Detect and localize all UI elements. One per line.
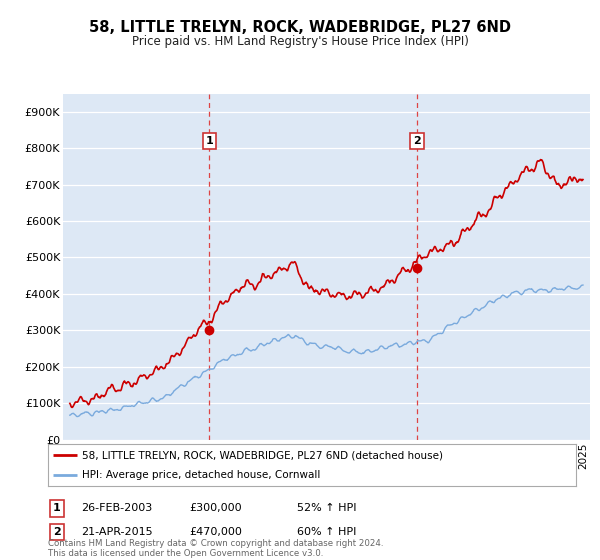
Text: HPI: Average price, detached house, Cornwall: HPI: Average price, detached house, Corn… (82, 470, 320, 480)
Text: £300,000: £300,000 (189, 503, 242, 514)
Text: 1: 1 (53, 503, 61, 514)
Text: 21-APR-2015: 21-APR-2015 (81, 527, 152, 537)
Text: £470,000: £470,000 (189, 527, 242, 537)
Text: 58, LITTLE TRELYN, ROCK, WADEBRIDGE, PL27 6ND (detached house): 58, LITTLE TRELYN, ROCK, WADEBRIDGE, PL2… (82, 450, 443, 460)
Text: 26-FEB-2003: 26-FEB-2003 (81, 503, 152, 514)
Text: Price paid vs. HM Land Registry's House Price Index (HPI): Price paid vs. HM Land Registry's House … (131, 35, 469, 48)
Text: 2: 2 (53, 527, 61, 537)
Text: 60% ↑ HPI: 60% ↑ HPI (297, 527, 356, 537)
Text: 2: 2 (413, 136, 421, 146)
Text: Contains HM Land Registry data © Crown copyright and database right 2024.
This d: Contains HM Land Registry data © Crown c… (48, 539, 383, 558)
Text: 1: 1 (205, 136, 213, 146)
Text: 58, LITTLE TRELYN, ROCK, WADEBRIDGE, PL27 6ND: 58, LITTLE TRELYN, ROCK, WADEBRIDGE, PL2… (89, 20, 511, 35)
Text: 52% ↑ HPI: 52% ↑ HPI (297, 503, 356, 514)
